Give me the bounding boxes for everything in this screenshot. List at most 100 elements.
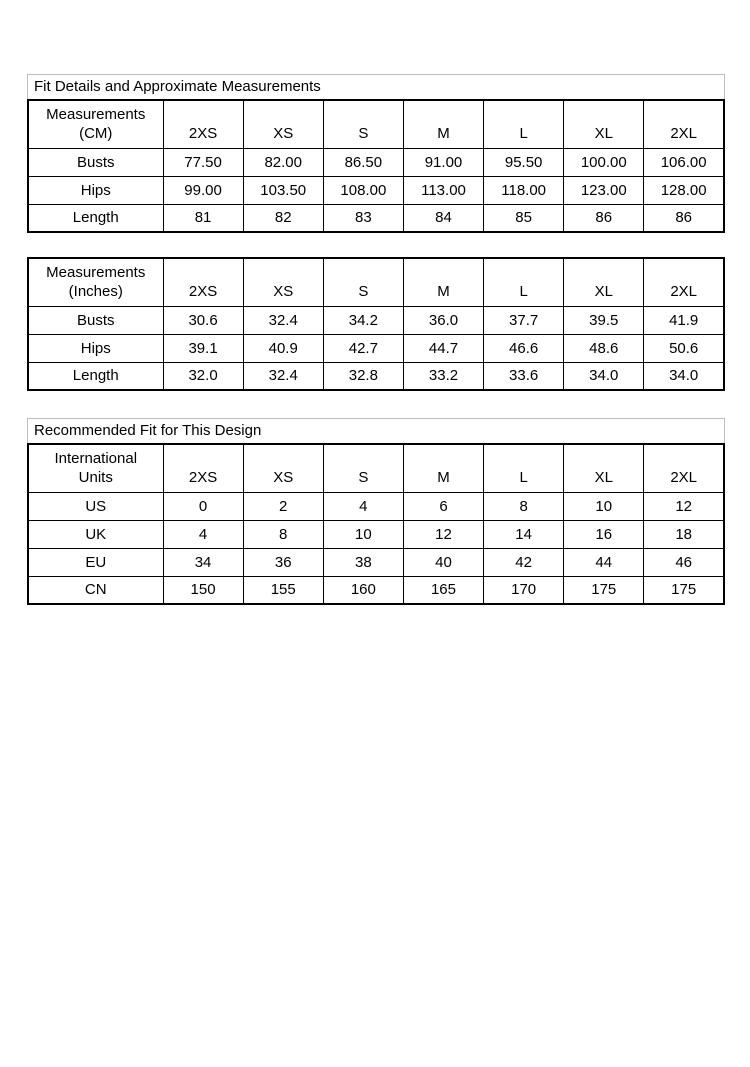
table-header-row: Measurements (CM) 2XS XS S M L XL 2XL <box>27 99 725 149</box>
size-header: XS <box>242 443 324 493</box>
cell: 8 <box>242 519 324 549</box>
cell: 44.7 <box>402 333 485 363</box>
size-header: XL <box>563 257 645 307</box>
cell: 42.7 <box>322 333 404 363</box>
row-label: Busts <box>27 147 164 177</box>
cell: 10 <box>322 519 404 549</box>
cell: 34.0 <box>563 361 645 391</box>
cell: 8 <box>483 491 565 521</box>
cell: 36.0 <box>402 305 485 335</box>
cell: 77.50 <box>162 147 244 177</box>
cell: 12 <box>402 519 485 549</box>
table-row-hips: Hips 39.1 40.9 42.7 44.7 46.6 48.6 50.6 <box>27 333 725 363</box>
cell: 2 <box>242 491 324 521</box>
cell: 86 <box>643 203 725 233</box>
size-header: 2XS <box>162 443 244 493</box>
cell: 34.0 <box>643 361 725 391</box>
measurements-inches-header: Measurements (Inches) <box>27 257 164 307</box>
cell: 160 <box>322 575 404 605</box>
international-units-header: International Units <box>27 443 164 493</box>
row-label: Hips <box>27 333 164 363</box>
cell: 32.0 <box>162 361 244 391</box>
cell: 16 <box>563 519 645 549</box>
cell: 40.9 <box>242 333 324 363</box>
row-label: Length <box>27 203 164 233</box>
size-header: 2XL <box>643 257 725 307</box>
size-chart-content: Fit Details and Approximate Measurements… <box>27 74 725 605</box>
cell: 82 <box>242 203 324 233</box>
size-header: S <box>322 443 404 493</box>
cell: 86.50 <box>322 147 404 177</box>
cell: 175 <box>643 575 725 605</box>
cell: 33.6 <box>483 361 565 391</box>
size-header: 2XL <box>643 443 725 493</box>
cell: 103.50 <box>242 175 324 205</box>
cell: 41.9 <box>643 305 725 335</box>
measurements-cm-table: Measurements (CM) 2XS XS S M L XL 2XL Bus… <box>27 99 725 233</box>
recommended-fit-table: International Units 2XS XS S M L XL 2XL U… <box>27 443 725 605</box>
cell: 91.00 <box>402 147 485 177</box>
table-row-length: Length 32.0 32.4 32.8 33.2 33.6 34.0 34.… <box>27 361 725 391</box>
size-header: XS <box>242 257 324 307</box>
cell: 95.50 <box>483 147 565 177</box>
table-row-uk: UK 4 8 10 12 14 16 18 <box>27 519 725 549</box>
cell: 32.4 <box>242 361 324 391</box>
table-row-eu: EU 34 36 38 40 42 44 46 <box>27 547 725 577</box>
header-line2: Units <box>78 468 113 486</box>
cell: 37.7 <box>483 305 565 335</box>
cell: 4 <box>162 519 244 549</box>
table-row-length: Length 81 82 83 84 85 86 86 <box>27 203 725 233</box>
table-row-hips: Hips 99.00 103.50 108.00 113.00 118.00 1… <box>27 175 725 205</box>
cell: 82.00 <box>242 147 324 177</box>
cell: 40 <box>402 547 485 577</box>
cell: 34.2 <box>322 305 404 335</box>
row-label: CN <box>27 575 164 605</box>
cell: 33.2 <box>402 361 485 391</box>
cell: 42 <box>483 547 565 577</box>
cell: 50.6 <box>643 333 725 363</box>
size-header: S <box>322 99 404 149</box>
cell: 46 <box>643 547 725 577</box>
section-gap <box>27 391 725 418</box>
table-row-busts: Busts 77.50 82.00 86.50 91.00 95.50 100.… <box>27 147 725 177</box>
header-line2: (Inches) <box>68 282 123 300</box>
cell: 39.1 <box>162 333 244 363</box>
table-header-row: International Units 2XS XS S M L XL 2XL <box>27 443 725 493</box>
size-header: XL <box>563 443 645 493</box>
cell: 99.00 <box>162 175 244 205</box>
cell: 12 <box>643 491 725 521</box>
size-header: M <box>402 257 485 307</box>
cell: 83 <box>322 203 404 233</box>
cell: 32.4 <box>242 305 324 335</box>
table-row-busts: Busts 30.6 32.4 34.2 36.0 37.7 39.5 41.9 <box>27 305 725 335</box>
measurements-cm-header: Measurements (CM) <box>27 99 164 149</box>
cell: 155 <box>242 575 324 605</box>
table-row-us: US 0 2 4 6 8 10 12 <box>27 491 725 521</box>
cell: 81 <box>162 203 244 233</box>
cell: 165 <box>402 575 485 605</box>
cell: 36 <box>242 547 324 577</box>
cell: 106.00 <box>643 147 725 177</box>
cell: 175 <box>563 575 645 605</box>
size-header: L <box>483 443 565 493</box>
cell: 86 <box>563 203 645 233</box>
cell: 84 <box>402 203 485 233</box>
size-header: L <box>483 257 565 307</box>
size-header: L <box>483 99 565 149</box>
cell: 6 <box>402 491 485 521</box>
header-line1: Measurements <box>46 263 146 281</box>
header-line2: (CM) <box>79 124 113 142</box>
size-header: XL <box>563 99 645 149</box>
row-label: EU <box>27 547 164 577</box>
cell: 10 <box>563 491 645 521</box>
recommended-fit-title: Recommended Fit for This Design <box>27 418 725 443</box>
cell: 32.8 <box>322 361 404 391</box>
cell: 100.00 <box>563 147 645 177</box>
cell: 150 <box>162 575 244 605</box>
cell: 48.6 <box>563 333 645 363</box>
fit-details-title: Fit Details and Approximate Measurements <box>27 74 725 99</box>
size-header: S <box>322 257 404 307</box>
cell: 118.00 <box>483 175 565 205</box>
cell: 0 <box>162 491 244 521</box>
